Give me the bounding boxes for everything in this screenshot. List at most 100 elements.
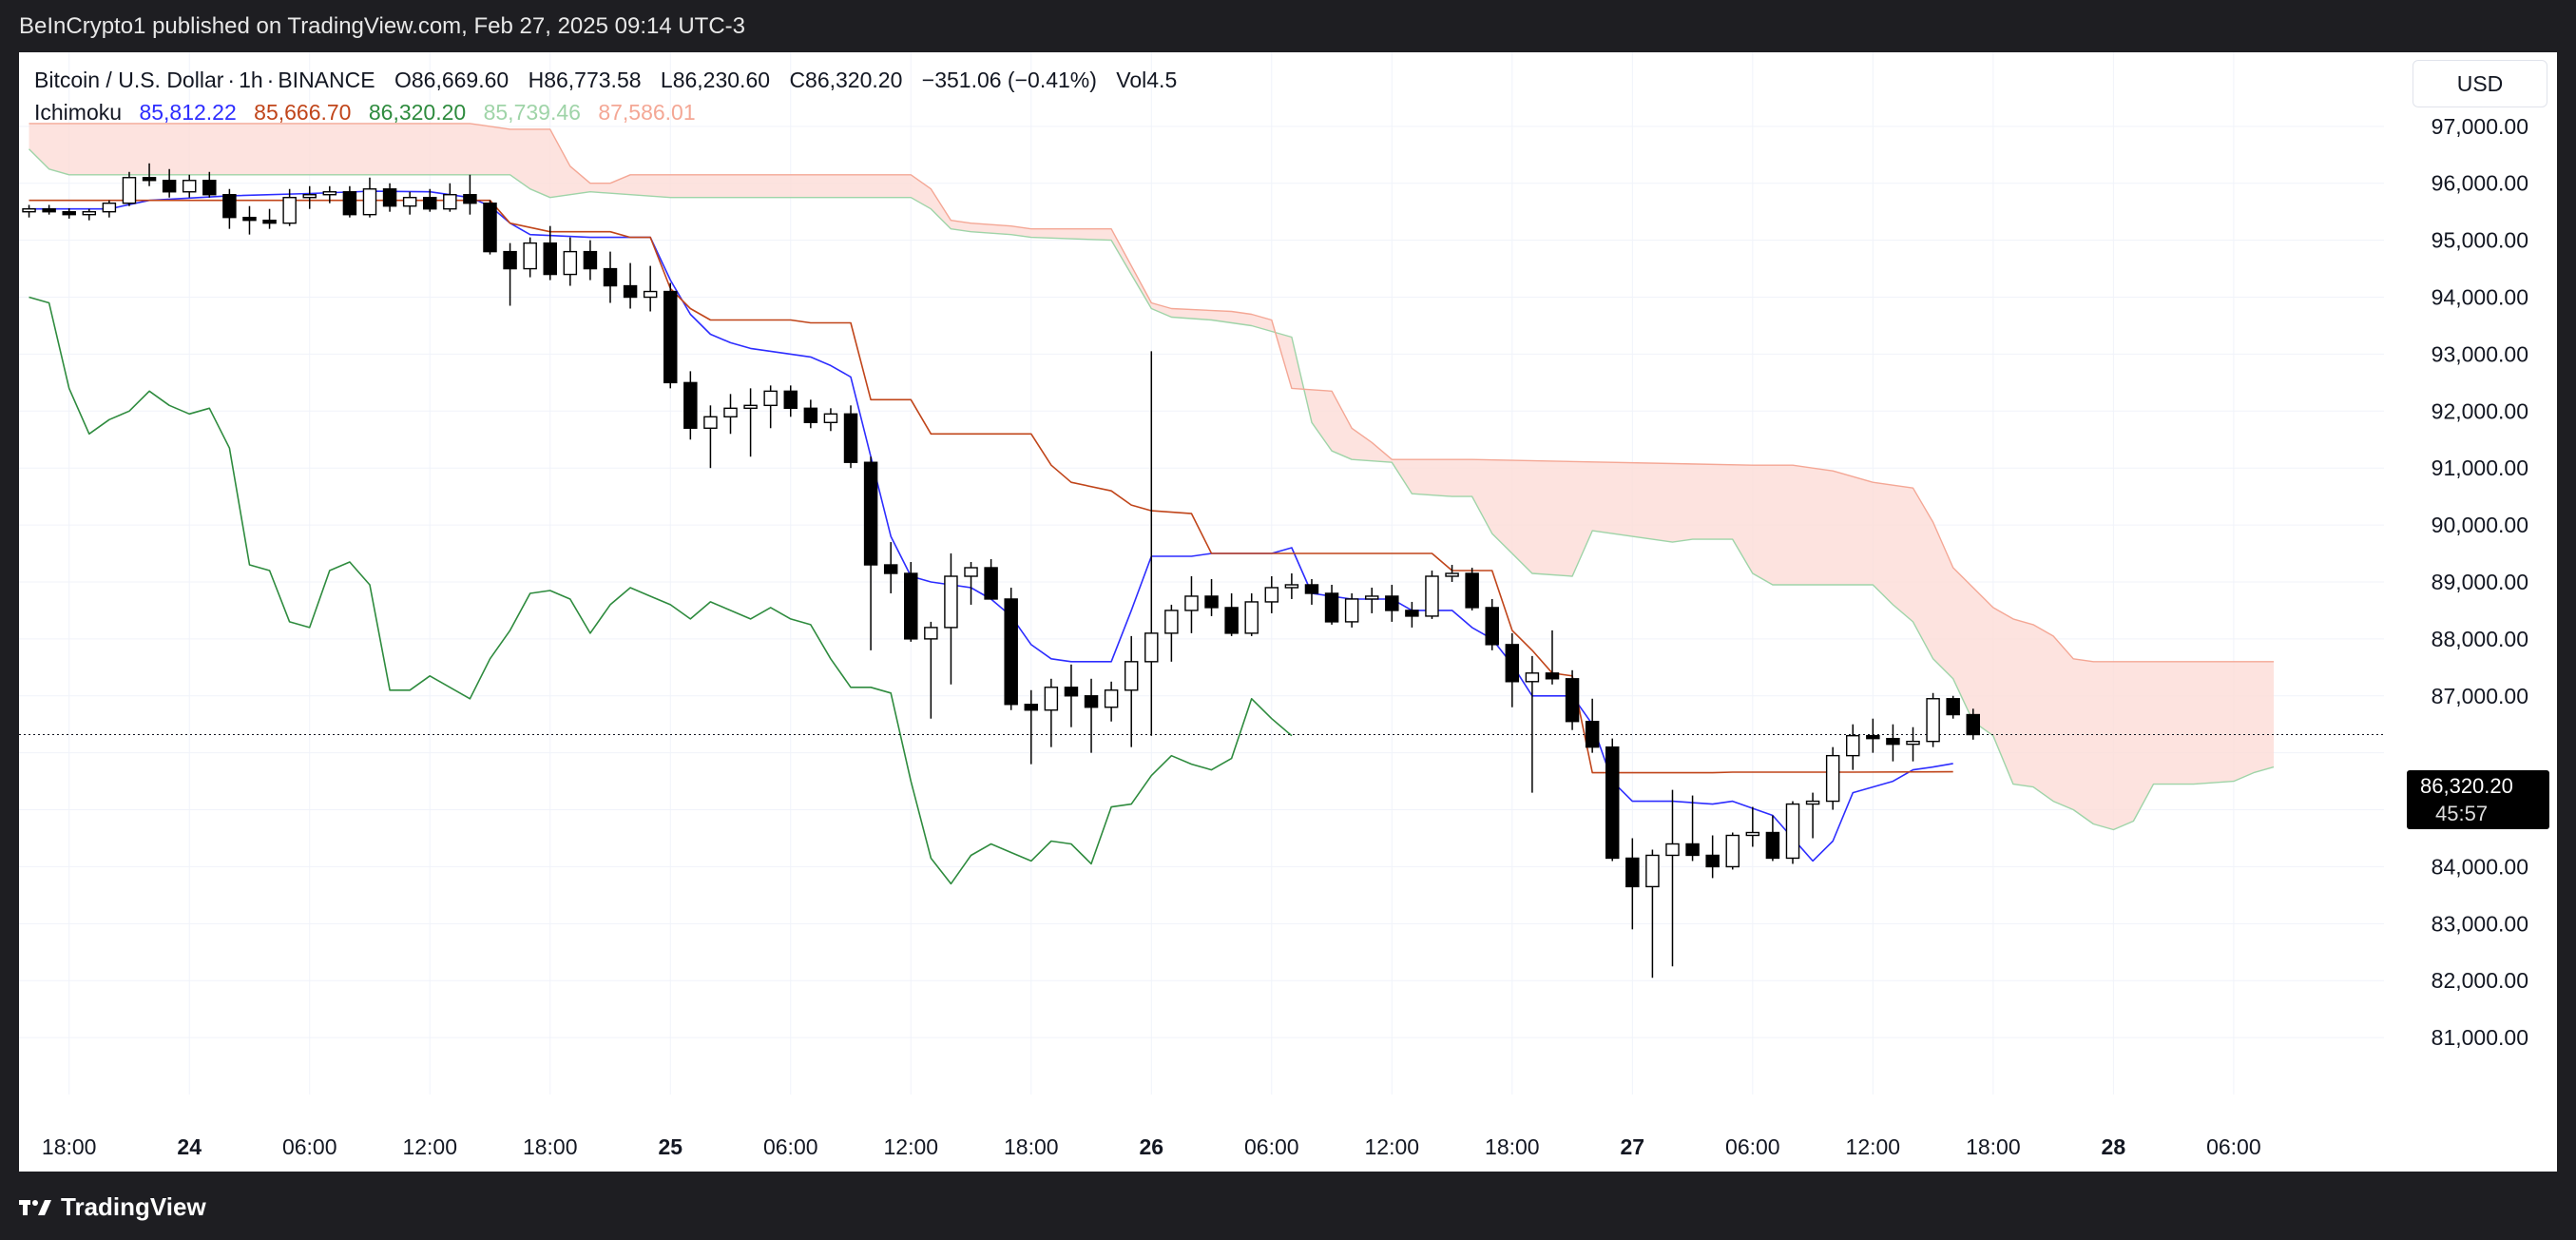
candle-up bbox=[443, 194, 457, 210]
candle-up bbox=[1184, 595, 1199, 611]
candle-down bbox=[1324, 592, 1339, 623]
candle-down bbox=[42, 207, 56, 213]
candle-down bbox=[623, 284, 638, 299]
candle-down bbox=[883, 564, 898, 574]
y-axis-tick-label: 92,000.00 bbox=[2432, 398, 2528, 423]
candle-down bbox=[1946, 698, 1960, 716]
candle-down bbox=[1625, 857, 1640, 888]
candle-down bbox=[202, 180, 217, 196]
x-axis-tick-label: 12:00 bbox=[1365, 1134, 1420, 1159]
candle-up bbox=[402, 197, 417, 207]
x-axis-tick-label: 24 bbox=[177, 1134, 202, 1159]
indicator-value-span-b: 87,586.01 bbox=[598, 100, 696, 125]
indicator-legend: Ichimoku 85,812.22 85,666.70 86,320.20 8… bbox=[34, 100, 696, 126]
x-axis-tick-label: 27 bbox=[1621, 1134, 1645, 1159]
last-price-value: 86,320.20 bbox=[2420, 774, 2513, 798]
candle-down bbox=[242, 216, 257, 222]
candle-down bbox=[783, 390, 798, 410]
candle-up bbox=[1244, 601, 1259, 634]
candle-up bbox=[924, 627, 938, 640]
candle-up bbox=[1264, 587, 1279, 603]
indicator-name[interactable]: Ichimoku bbox=[34, 100, 123, 125]
x-axis-tick-label: 18:00 bbox=[523, 1134, 578, 1159]
candle-down bbox=[342, 191, 357, 216]
y-axis-tick-label: 95,000.00 bbox=[2432, 228, 2528, 253]
indicator-value-lagging: 86,320.20 bbox=[368, 100, 467, 125]
candle-down bbox=[904, 572, 918, 640]
ohlc-close: C86,320.20 bbox=[789, 68, 903, 92]
candle-up bbox=[362, 188, 377, 216]
symbol-name[interactable]: Bitcoin / U.S. Dollar bbox=[34, 68, 224, 92]
candle-down bbox=[1064, 687, 1079, 697]
candle-down bbox=[863, 461, 878, 566]
candle-down bbox=[1685, 843, 1700, 857]
y-axis-tick-label: 96,000.00 bbox=[2432, 171, 2528, 196]
candle-down bbox=[1866, 734, 1880, 740]
candle-down bbox=[803, 407, 818, 423]
x-axis-tick-label: 12:00 bbox=[883, 1134, 938, 1159]
candle-down bbox=[683, 381, 698, 429]
y-axis-tick-label: 91,000.00 bbox=[2432, 455, 2528, 480]
currency-selector[interactable]: USD bbox=[2413, 60, 2547, 107]
candle-up bbox=[1144, 632, 1159, 663]
lagging-span-line bbox=[29, 296, 1293, 885]
publisher-bar: BeInCrypto1 published on TradingView.com… bbox=[0, 0, 2576, 52]
candle-down bbox=[663, 290, 678, 384]
exchange: BINANCE bbox=[278, 68, 375, 92]
indicator-value-conversion: 85,812.22 bbox=[139, 100, 237, 125]
currency-label: USD bbox=[2456, 70, 2504, 96]
candle-down bbox=[463, 194, 477, 204]
candle-up bbox=[1525, 672, 1540, 683]
candle-up bbox=[1124, 661, 1139, 691]
candle-down bbox=[483, 203, 497, 253]
ohlc-high: H86,773.58 bbox=[528, 68, 642, 92]
x-axis-tick-label: 12:00 bbox=[1846, 1134, 1901, 1159]
candle-up bbox=[1926, 698, 1940, 743]
candle-up bbox=[302, 194, 317, 199]
candle-up bbox=[1825, 754, 1840, 803]
candle-up bbox=[1344, 598, 1359, 623]
candle-down bbox=[1004, 598, 1018, 706]
conversion-line-line bbox=[29, 190, 1953, 862]
candle-down bbox=[1224, 607, 1239, 634]
y-axis-tick-label: 88,000.00 bbox=[2432, 627, 2528, 651]
candle-up bbox=[944, 575, 958, 629]
last-price-tag: 86,320.20 45:57 bbox=[2407, 770, 2549, 829]
y-axis-tick-label: 89,000.00 bbox=[2432, 570, 2528, 594]
candle-down bbox=[1565, 678, 1580, 723]
candle-up bbox=[1745, 831, 1760, 837]
candle-down bbox=[62, 210, 76, 216]
indicator-value-span-a: 85,739.46 bbox=[483, 100, 581, 125]
y-axis-tick-label: 83,000.00 bbox=[2432, 911, 2528, 936]
candle-down bbox=[162, 180, 177, 193]
candle-down bbox=[1084, 695, 1099, 708]
candlestick-chart[interactable]: 97,000.00 96,000.00 95,000.00 94,000.00 93,0… bbox=[19, 52, 2557, 1172]
y-axis-tick-label: 87,000.00 bbox=[2432, 684, 2528, 708]
candle-up bbox=[322, 191, 337, 196]
candle-down bbox=[423, 197, 437, 210]
candle-up bbox=[1284, 584, 1299, 589]
candle-up bbox=[643, 290, 658, 299]
x-axis-tick-label: 06:00 bbox=[1725, 1134, 1780, 1159]
candle-up bbox=[1164, 610, 1179, 634]
candle-down bbox=[1886, 737, 1900, 746]
candle-down bbox=[603, 267, 618, 287]
candle-down bbox=[382, 188, 397, 207]
candle-down bbox=[222, 194, 237, 219]
candle-up bbox=[823, 413, 838, 423]
candle-up bbox=[1846, 734, 1860, 757]
candle-up bbox=[763, 390, 778, 407]
x-axis-tick-label: 28 bbox=[2102, 1134, 2126, 1159]
candle-down bbox=[262, 219, 277, 224]
candle-down bbox=[1605, 746, 1620, 860]
candle-up bbox=[563, 250, 578, 276]
candle-up bbox=[1364, 595, 1379, 600]
candle-up bbox=[1445, 572, 1459, 577]
x-axis-tick-label: 26 bbox=[1139, 1134, 1163, 1159]
tradingview-logo[interactable]: TradingView bbox=[19, 1192, 206, 1222]
indicator-value-base: 85,666.70 bbox=[254, 100, 352, 125]
candle-up bbox=[703, 416, 718, 429]
interval[interactable]: 1h bbox=[239, 68, 263, 92]
x-axis-tick-label: 06:00 bbox=[2206, 1134, 2261, 1159]
volume: Vol4.5 bbox=[1116, 68, 1178, 92]
